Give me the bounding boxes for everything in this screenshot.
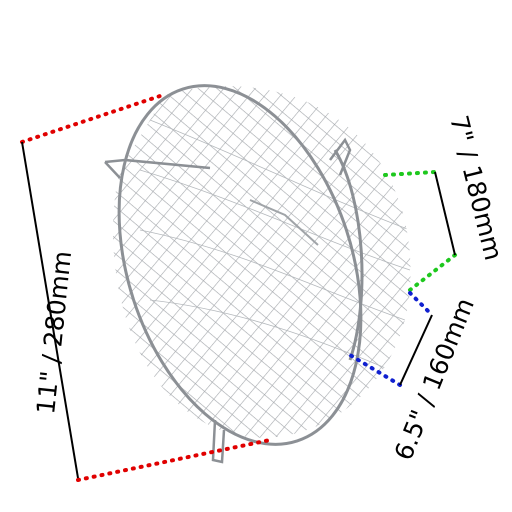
dimension-lines <box>20 94 457 482</box>
height-label: 11" / 280mm <box>31 249 77 415</box>
large-diameter-label: 7" / 180mm <box>444 112 508 263</box>
basket <box>104 84 411 464</box>
